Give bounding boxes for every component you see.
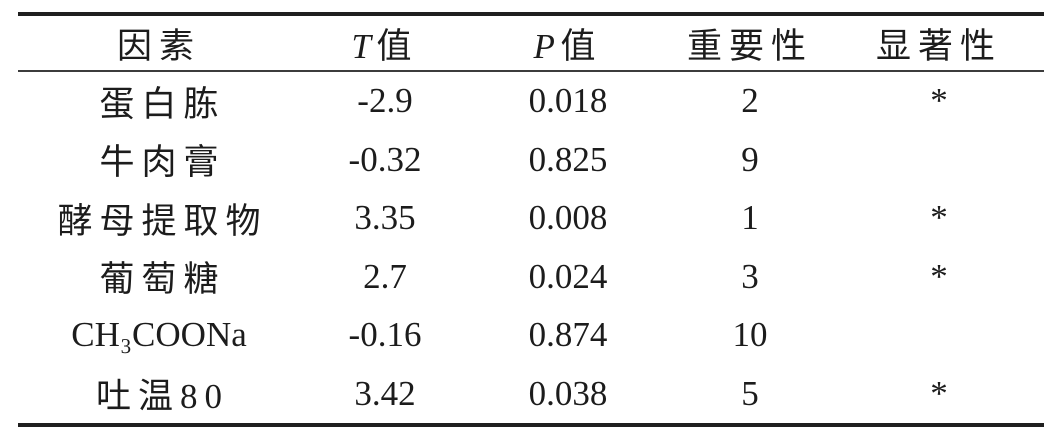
cell-importance: 10 (732, 315, 768, 355)
table-row: 酵母提取物 3.35 0.008 1 * (18, 189, 1044, 248)
table-row: 吐温80 3.42 0.038 5 * (18, 365, 1044, 426)
cell-t-value: 3.35 (354, 198, 416, 238)
cell-importance: 1 (741, 198, 759, 238)
cell-factor: 吐温80 (95, 377, 229, 417)
cell-significance: * (930, 373, 948, 413)
header-p-italic: P (533, 26, 555, 66)
header-t-italic: T (351, 26, 371, 66)
column-header-significance: 显著性 (834, 14, 1044, 72)
cell-t-value: -0.32 (348, 139, 422, 179)
cell-importance: 9 (741, 139, 759, 179)
cell-t-value: 2.7 (363, 256, 407, 296)
cell-significance: * (930, 256, 948, 296)
header-t-label: 值 (376, 26, 419, 66)
cell-factor: 葡萄糖 (99, 260, 226, 300)
cell-factor: CH₃COONa (71, 315, 247, 355)
header-significance-label: 显著性 (875, 26, 1002, 66)
cell-significance (834, 306, 1044, 365)
cell-p-value: 0.825 (528, 139, 608, 179)
cell-importance: 2 (741, 81, 759, 121)
cell-factor: 蛋白胨 (99, 84, 226, 124)
table-row: 牛肉膏 -0.32 0.825 9 (18, 131, 1044, 190)
cell-t-value: -0.16 (348, 315, 422, 355)
cell-p-value: 0.018 (528, 81, 608, 121)
cell-significance: * (930, 81, 948, 121)
table-row: CH₃COONa -0.16 0.874 10 (18, 306, 1044, 365)
table-row: 葡萄糖 2.7 0.024 3 * (18, 248, 1044, 307)
cell-p-value: 0.024 (528, 256, 608, 296)
cell-significance (834, 131, 1044, 190)
cell-factor: 牛肉膏 (99, 143, 226, 183)
header-factor-label: 因素 (116, 26, 201, 66)
cell-p-value: 0.038 (528, 373, 608, 413)
header-importance-label: 重要性 (686, 26, 813, 66)
header-p-label: 值 (560, 26, 603, 66)
column-header-importance: 重要性 (666, 14, 834, 72)
cell-t-value: -2.9 (357, 81, 413, 121)
cell-importance: 3 (741, 256, 759, 296)
cell-importance: 5 (741, 373, 759, 413)
cell-t-value: 3.42 (354, 373, 416, 413)
cell-factor: 酵母提取物 (57, 201, 268, 241)
column-header-factor: 因素 (18, 14, 300, 72)
table-row: 蛋白胨 -2.9 0.018 2 * (18, 71, 1044, 131)
cell-p-value: 0.008 (528, 198, 608, 238)
cell-significance: * (930, 198, 948, 238)
cell-p-value: 0.874 (528, 315, 608, 355)
